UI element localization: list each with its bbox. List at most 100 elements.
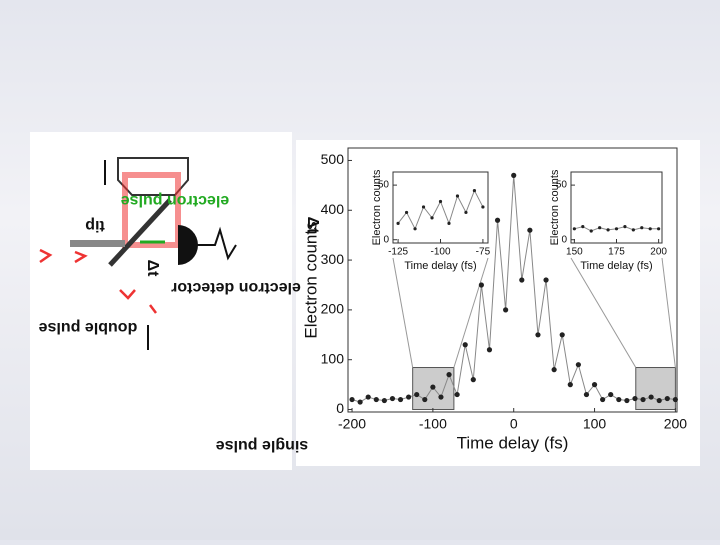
zoom-box [635, 367, 676, 411]
x-tick-label: -100 [430, 247, 450, 258]
data-point [413, 227, 417, 231]
data-point [648, 227, 652, 231]
data-point [373, 396, 379, 403]
x-tick-label: -200 [338, 415, 366, 431]
data-point [470, 377, 476, 383]
y-tick-label: 0 [336, 400, 344, 416]
x-axis-label: Time delay (fs) [580, 260, 652, 272]
data-point [664, 395, 670, 402]
data-point [583, 391, 590, 398]
data-point [519, 277, 525, 283]
diagram: single pulse double pulse electron detec… [39, 157, 321, 454]
data-point [422, 396, 428, 403]
data-point [614, 227, 619, 231]
pulse-marks [39, 248, 157, 314]
x-tick-label: 200 [664, 415, 688, 431]
y-tick-label: 50 [556, 180, 568, 191]
data-point [396, 221, 400, 225]
data-point [648, 394, 654, 400]
data-point [406, 394, 412, 400]
label: tip [85, 217, 105, 234]
plot-frame [570, 171, 663, 244]
label: double pulse [39, 319, 138, 336]
data-point [581, 225, 585, 229]
label: electron pulse [121, 192, 230, 209]
connector [392, 257, 414, 368]
data-point [657, 227, 661, 231]
x-tick-label: 100 [583, 415, 607, 431]
data-point [414, 391, 420, 398]
y-tick-label: 200 [321, 301, 345, 317]
data-point [357, 399, 363, 405]
y-tick-label: 500 [321, 151, 345, 167]
data-point [672, 396, 678, 403]
connector [661, 257, 676, 368]
data-point [478, 282, 484, 288]
x-tick-label: -75 [476, 247, 491, 258]
data-point [656, 397, 662, 404]
detector-shape [178, 225, 198, 265]
data-point [600, 396, 606, 403]
label: single pulse [216, 437, 309, 454]
x-tick-label: 0 [510, 415, 518, 431]
data-point [631, 228, 635, 232]
data-point [559, 332, 565, 338]
x-tick-label: 150 [566, 247, 583, 258]
data-point [572, 227, 576, 231]
x-axis-label: Time delay (fs) [404, 260, 476, 272]
data-point [623, 225, 627, 229]
data-point [454, 391, 460, 398]
data-point [640, 226, 644, 230]
label: Δt [304, 217, 321, 235]
connector [453, 257, 489, 368]
data-point [624, 397, 630, 404]
x-tick-label: -100 [419, 415, 447, 431]
data-point [404, 210, 409, 215]
y-tick-label: 0 [383, 234, 389, 245]
data-point [481, 205, 485, 209]
data-point [446, 372, 452, 378]
data-point [606, 228, 610, 232]
data-point [494, 217, 501, 223]
y-tick-label: 50 [378, 180, 390, 191]
y-tick-label: 400 [321, 201, 345, 217]
plot-frame [347, 147, 678, 413]
data-point [535, 332, 541, 338]
data-point [598, 226, 602, 230]
y-tick-label: 300 [321, 251, 345, 267]
data-point [567, 382, 573, 388]
data-point [589, 229, 593, 233]
data-point [455, 194, 460, 198]
data-point [381, 397, 387, 404]
data-point [464, 210, 468, 215]
y-axis-label: Electron counts [301, 221, 320, 338]
data-point [462, 342, 468, 348]
data-point [472, 188, 477, 193]
data-point [640, 396, 646, 403]
data-point [447, 221, 451, 225]
y-axis-label: Electron counts [549, 169, 561, 245]
data-point [575, 362, 581, 368]
data-point [503, 307, 509, 313]
data-point [543, 277, 549, 283]
x-tick-label: 200 [650, 247, 667, 258]
label: Δt [144, 260, 161, 278]
data-point [430, 216, 434, 220]
data-point [608, 391, 614, 398]
plot-frame [392, 171, 489, 244]
data-point [591, 382, 598, 388]
data-point [421, 205, 426, 209]
data-point [438, 199, 443, 204]
signal [190, 226, 237, 261]
data-point [349, 396, 355, 403]
y-axis-label: Electron counts [371, 169, 383, 245]
data-point [616, 396, 622, 403]
x-axis-label: Time delay (fs) [457, 434, 569, 453]
data-point [438, 394, 444, 400]
connector [570, 257, 637, 368]
data-point [365, 394, 371, 400]
beamsplitter [108, 198, 172, 267]
y-tick-label: 0 [561, 234, 567, 245]
data-point [486, 347, 493, 353]
